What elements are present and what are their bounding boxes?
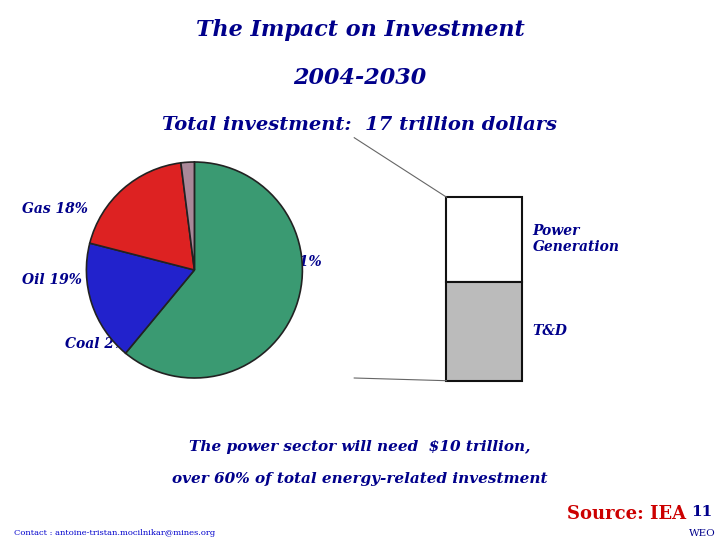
- Wedge shape: [125, 162, 302, 378]
- Text: Oil 19%: Oil 19%: [22, 273, 81, 287]
- Text: The power sector will need  $10 trillion,: The power sector will need $10 trillion,: [189, 440, 531, 454]
- Text: Power
Generation: Power Generation: [533, 224, 620, 254]
- Wedge shape: [90, 163, 194, 270]
- Text: T&D: T&D: [533, 324, 567, 338]
- Text: 46%: 46%: [463, 231, 505, 248]
- Text: The Impact on Investment: The Impact on Investment: [196, 19, 524, 41]
- Text: Electricity 61%: Electricity 61%: [204, 255, 322, 269]
- Text: 11: 11: [691, 505, 713, 519]
- Text: Coal 2%: Coal 2%: [65, 338, 127, 352]
- Text: 2004-2030: 2004-2030: [293, 68, 427, 90]
- Text: 54%: 54%: [463, 322, 505, 340]
- Text: WEO: WEO: [688, 529, 716, 538]
- Text: Contact : antoine-tristan.mocilnikar@mines.org: Contact : antoine-tristan.mocilnikar@min…: [14, 529, 216, 537]
- Wedge shape: [181, 162, 194, 270]
- Text: over 60% of total energy-related investment: over 60% of total energy-related investm…: [172, 472, 548, 487]
- Text: Gas 18%: Gas 18%: [22, 202, 87, 217]
- Text: Total investment:  17 trillion dollars: Total investment: 17 trillion dollars: [163, 116, 557, 134]
- Wedge shape: [86, 243, 194, 353]
- Text: Source: IEA: Source: IEA: [567, 505, 686, 523]
